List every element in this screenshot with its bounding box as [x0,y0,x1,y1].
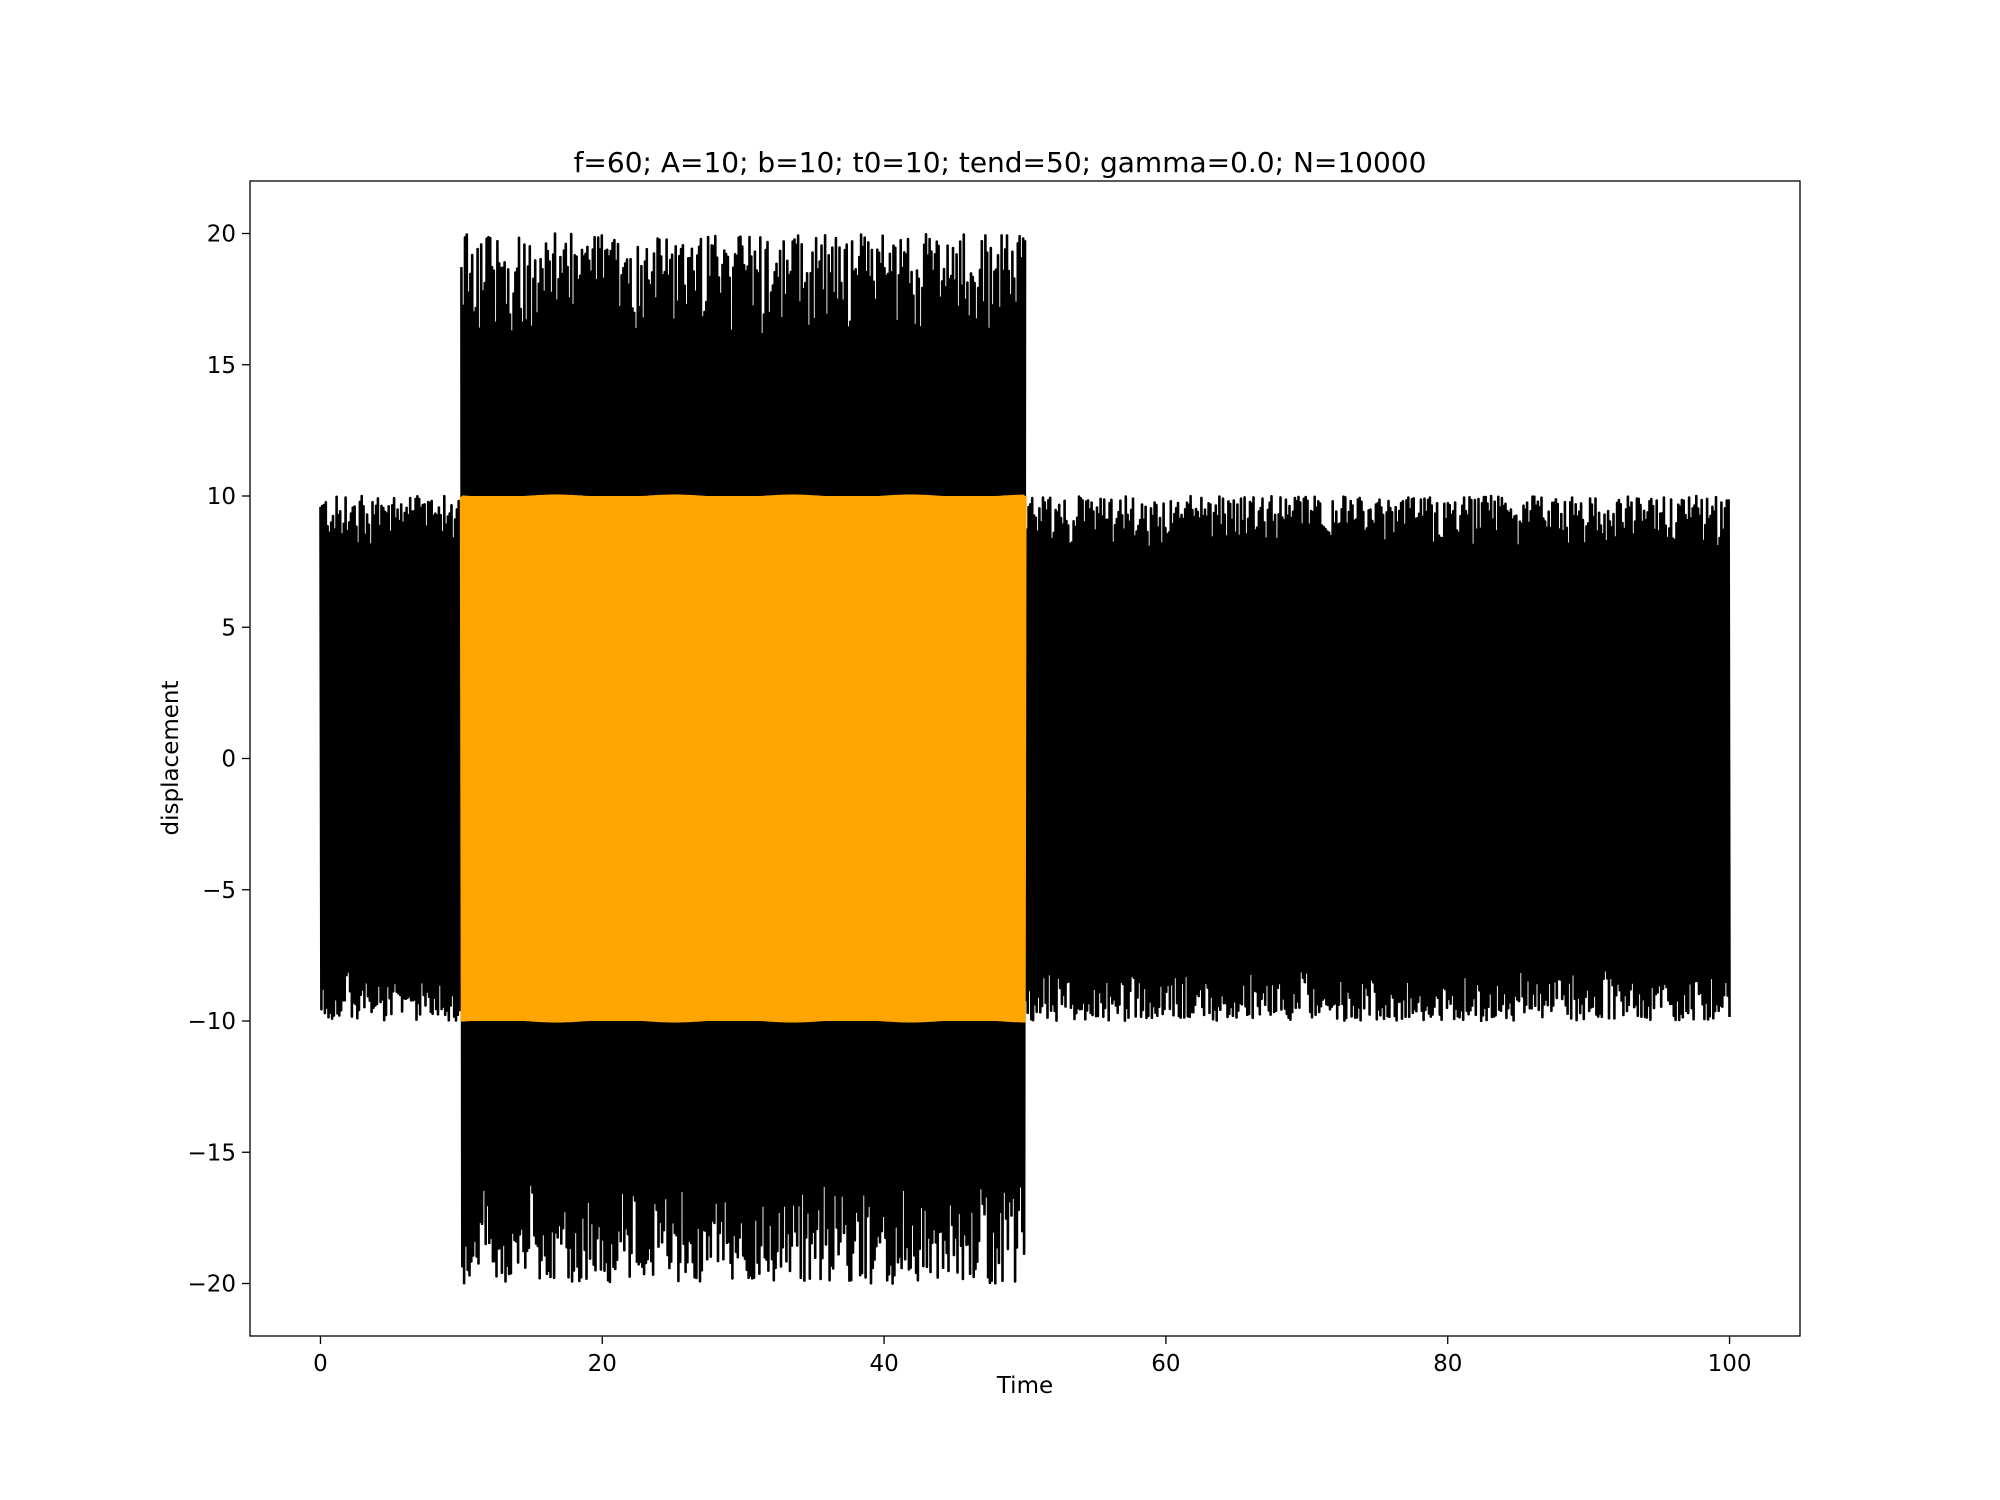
x-axis-label: Time [996,1373,1053,1399]
series-layer [319,232,1731,1285]
x-tick-label: 40 [869,1351,898,1377]
x-tick-label: 0 [313,1351,328,1377]
chart-title: f=60; A=10; b=10; t0=10; tend=50; gamma=… [574,146,1427,179]
y-axis-label: displacement [158,680,184,835]
plot-area [249,180,1801,1337]
y-tick-label: 0 [221,747,236,773]
x-tick-label: 60 [1151,1351,1180,1377]
y-tick-label: 20 [207,222,236,248]
y-tick-label: 10 [207,484,236,510]
x-tick-label: 20 [588,1351,617,1377]
series-1-segment-0-line [459,494,1027,1023]
series-1 [459,494,1027,1023]
x-tick-label: 100 [1708,1351,1752,1377]
y-tick-label: −15 [187,1140,236,1166]
series-0-segment-0-line [319,494,463,1022]
y-tick-label: −20 [187,1272,236,1298]
x-axis: 0 20 40 60 80 100 [313,1336,1751,1377]
y-tick-label: 5 [221,615,236,641]
x-tick-label: 80 [1433,1351,1462,1377]
series-0-segment-2-line [1023,494,1731,1023]
y-tick-label: −5 [202,878,236,904]
y-axis: 20 15 10 5 0 −5 −10 −15 −20 [187,222,250,1298]
y-tick-label: 15 [207,353,236,379]
y-tick-label: −10 [187,1009,236,1035]
